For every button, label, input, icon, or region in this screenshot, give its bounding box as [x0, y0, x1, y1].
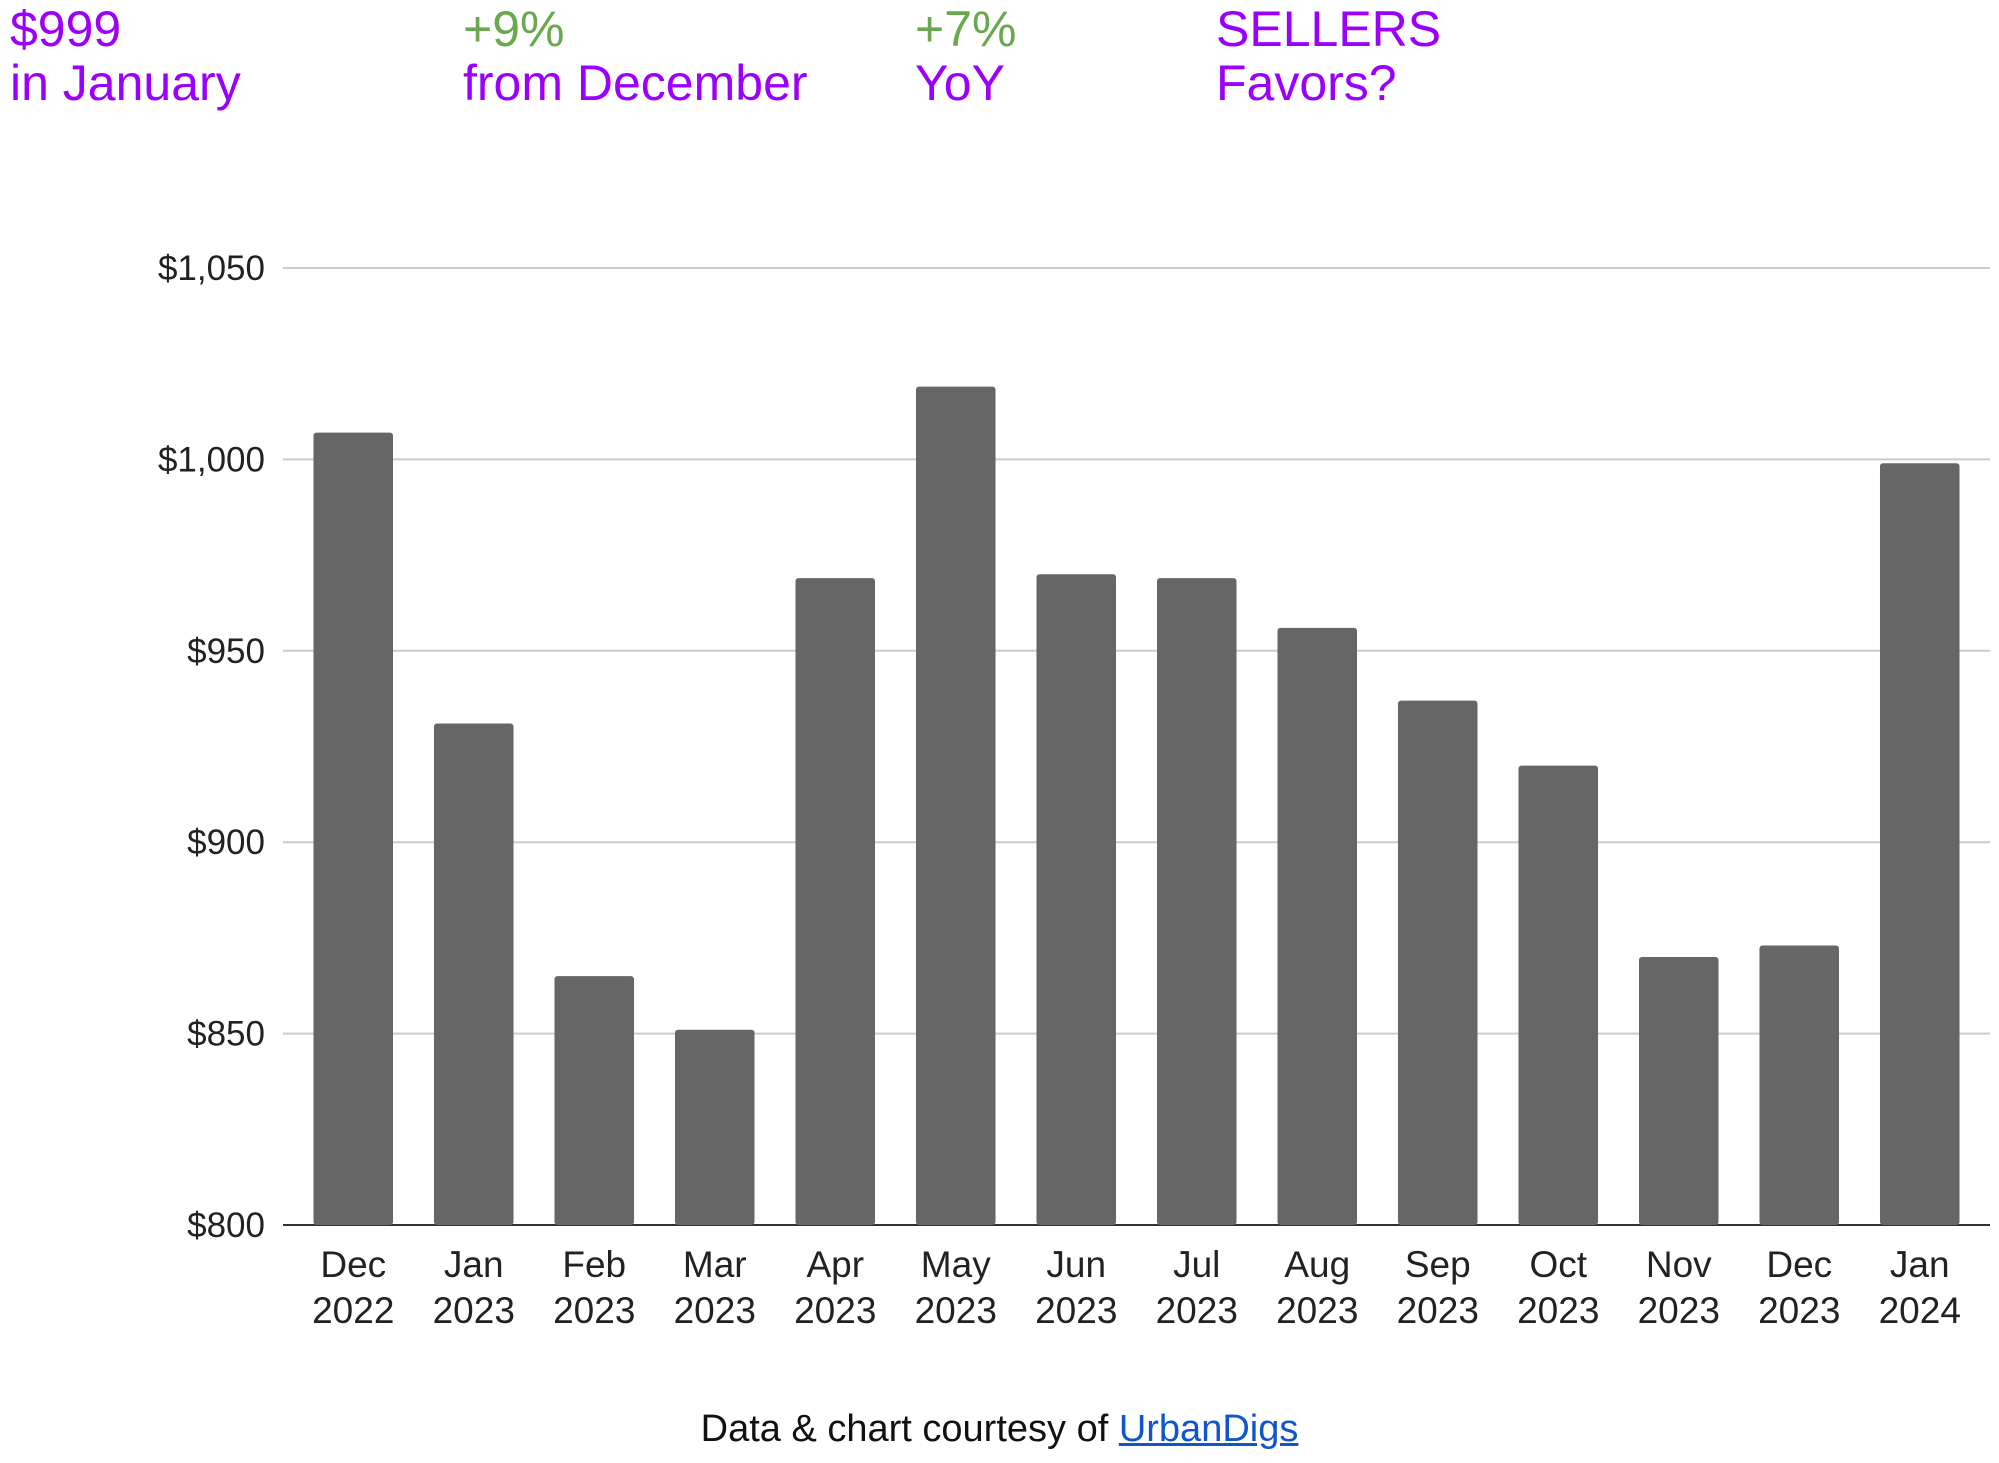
bar: [1518, 765, 1599, 1225]
x-tick-label: Nov 2023: [1638, 1244, 1720, 1331]
x-tick-label: Dec 2023: [1758, 1244, 1840, 1331]
x-tick-label: Oct 2023: [1517, 1244, 1599, 1331]
bar: [674, 1029, 755, 1225]
x-tick-label: Feb 2023: [553, 1244, 635, 1331]
x-tick-label: Apr 2023: [794, 1244, 876, 1331]
headline-month-change-caption: from December: [463, 55, 808, 111]
x-tick-label: Jan 2024: [1879, 1244, 1961, 1331]
source-credit: Data & chart courtesy of UrbanDigs: [0, 1408, 1999, 1451]
bar: [1638, 957, 1719, 1225]
x-tick-label: Jul 2023: [1156, 1244, 1238, 1331]
bars: [313, 386, 1960, 1226]
bar: [1759, 945, 1840, 1225]
x-tick-label: Aug 2023: [1276, 1244, 1358, 1331]
x-axis-labels: Dec 2022 Jan 2023 Feb 2023 Mar 2023 Apr 2023 May 20…: [312, 1244, 1961, 1331]
headline-year-change-caption: YoY: [915, 55, 1005, 111]
headline-price: $999 in January: [10, 2, 241, 110]
bar: [1156, 578, 1237, 1225]
bar: [795, 578, 876, 1225]
source-credit-text: Data & chart courtesy of: [700, 1408, 1119, 1450]
x-tick-label: Dec 2022: [312, 1244, 394, 1331]
x-tick-label: Jan 2023: [433, 1244, 515, 1331]
y-tick-label: $950: [187, 632, 265, 671]
headline-year-change-value: +7%: [915, 1, 1017, 57]
headline-market: SELLERS Favors?: [1216, 2, 1441, 110]
x-tick-label: Mar 2023: [674, 1244, 756, 1331]
headline-month-change-value: +9%: [463, 1, 565, 57]
grid-lines: [283, 267, 1990, 1226]
bar: [554, 976, 635, 1225]
bar: [1879, 463, 1960, 1225]
y-tick-label: $1,050: [158, 249, 265, 288]
bar: [1277, 627, 1358, 1225]
x-tick-label: Sep 2023: [1397, 1244, 1479, 1331]
y-tick-label: $800: [187, 1206, 265, 1245]
y-tick-label: $850: [187, 1015, 265, 1054]
y-tick-label: $900: [187, 823, 265, 862]
headline-year-change: +7% YoY: [915, 2, 1016, 110]
bar-chart: $800 $850 $900 $950 $1,000 $1,050 Dec 2022 Jan 2…: [158, 249, 1990, 1331]
bar: [1397, 700, 1478, 1225]
headline-price-caption: in January: [10, 55, 241, 111]
urbandigs-link[interactable]: UrbanDigs: [1118, 1408, 1299, 1450]
bar: [313, 432, 394, 1225]
headline-month-change: +9% from December: [463, 2, 808, 110]
headline-price-value: $999: [10, 1, 122, 57]
y-tick-label: $1,000: [158, 440, 265, 479]
headline-market-value: SELLERS: [1216, 1, 1442, 57]
bar: [1036, 574, 1117, 1225]
bar: [915, 386, 996, 1226]
headline-market-caption: Favors?: [1216, 55, 1397, 111]
x-tick-label: Jun 2023: [1035, 1244, 1117, 1331]
x-tick-label: May 2023: [915, 1244, 997, 1331]
y-axis-ticks: $800 $850 $900 $950 $1,000 $1,050: [158, 249, 265, 1245]
bar: [433, 723, 514, 1225]
